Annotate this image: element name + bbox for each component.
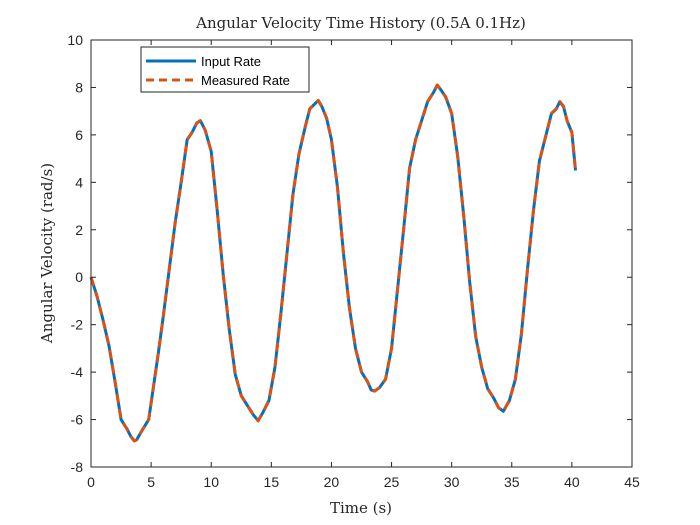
x-tick-label: 25 xyxy=(384,474,400,490)
chart-title: Angular Velocity Time History (0.5A 0.1H… xyxy=(195,14,526,32)
x-tick-label: 0 xyxy=(87,474,95,490)
x-tick-label: 35 xyxy=(504,474,520,490)
legend-box xyxy=(140,46,310,93)
y-tick-label: 6 xyxy=(75,127,83,143)
x-axis-label: Time (s) xyxy=(330,499,392,517)
x-tick-label: 45 xyxy=(624,474,640,490)
y-tick-label: -2 xyxy=(71,317,84,333)
y-tick-label: 8 xyxy=(75,79,83,95)
y-tick-label: -4 xyxy=(71,364,84,380)
y-axis: -8 -6 -4 -2 0 2 4 6 8 10 xyxy=(67,32,632,475)
x-tick-label: 40 xyxy=(564,474,580,490)
y-axis-label: Angular Velocity (rad/s) xyxy=(38,163,56,344)
plot-background xyxy=(91,40,632,467)
x-tick-label: 15 xyxy=(264,474,280,490)
x-axis: 0 5 10 15 20 25 30 35 40 45 xyxy=(87,40,640,490)
y-tick-label: 4 xyxy=(75,174,83,190)
legend: Input Rate Measured Rate xyxy=(140,46,310,93)
y-tick-label: 0 xyxy=(75,269,83,285)
legend-label-measured-rate: Measured Rate xyxy=(201,73,290,88)
x-tick-label: 5 xyxy=(147,474,155,490)
y-tick-label: -8 xyxy=(71,459,84,475)
x-tick-label: 20 xyxy=(324,474,340,490)
x-tick-label: 10 xyxy=(203,474,219,490)
y-tick-label: 2 xyxy=(75,222,83,238)
series-line-measured-rate xyxy=(89,83,577,443)
series-layer xyxy=(89,83,577,443)
plot-frame xyxy=(90,39,633,468)
y-tick-label: -6 xyxy=(71,412,84,428)
legend-label-input-rate: Input Rate xyxy=(201,54,261,69)
x-tick-label: 30 xyxy=(444,474,460,490)
y-tick-label: 10 xyxy=(67,32,83,48)
